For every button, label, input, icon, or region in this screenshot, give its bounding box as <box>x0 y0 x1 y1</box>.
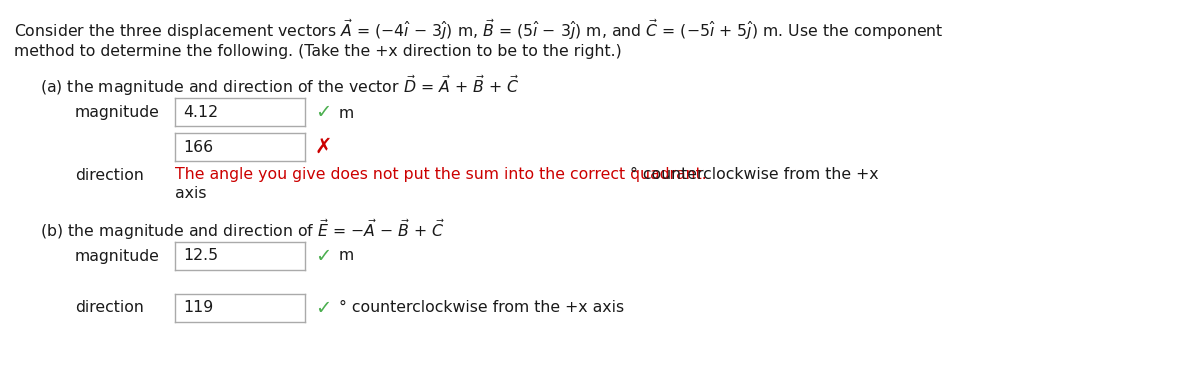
Text: m: m <box>338 248 354 264</box>
Text: magnitude: magnitude <box>74 248 160 264</box>
Text: direction: direction <box>74 168 144 184</box>
Text: ✗: ✗ <box>314 137 332 157</box>
Text: m: m <box>338 106 354 120</box>
Text: ✓: ✓ <box>314 104 331 123</box>
Text: ✓: ✓ <box>314 247 331 266</box>
Text: axis: axis <box>175 186 206 201</box>
Text: 119: 119 <box>182 301 214 315</box>
Text: 12.5: 12.5 <box>182 248 218 264</box>
Text: ° counterclockwise from the +x axis: ° counterclockwise from the +x axis <box>338 301 624 315</box>
Text: The angle you give does not put the sum into the correct quadrant.: The angle you give does not put the sum … <box>175 167 707 182</box>
Text: (b) the magnitude and direction of $\vec{E}$ = −$\vec{A}$ − $\vec{B}$ + $\vec{C}: (b) the magnitude and direction of $\vec… <box>40 218 445 242</box>
Text: ° counterclockwise from the +x: ° counterclockwise from the +x <box>630 167 878 182</box>
Text: magnitude: magnitude <box>74 106 160 120</box>
Text: direction: direction <box>74 301 144 315</box>
Text: 4.12: 4.12 <box>182 104 218 120</box>
Text: Consider the three displacement vectors $\vec{A}$ = (−4$\hat{\imath}$ − 3$\hat{\: Consider the three displacement vectors … <box>14 18 943 42</box>
Text: (a) the magnitude and direction of the vector $\vec{D}$ = $\vec{A}$ + $\vec{B}$ : (a) the magnitude and direction of the v… <box>40 74 520 98</box>
Text: ✓: ✓ <box>314 298 331 317</box>
Text: 166: 166 <box>182 139 212 155</box>
Text: method to determine the following. (Take the +x direction to be to the right.): method to determine the following. (Take… <box>14 44 622 59</box>
